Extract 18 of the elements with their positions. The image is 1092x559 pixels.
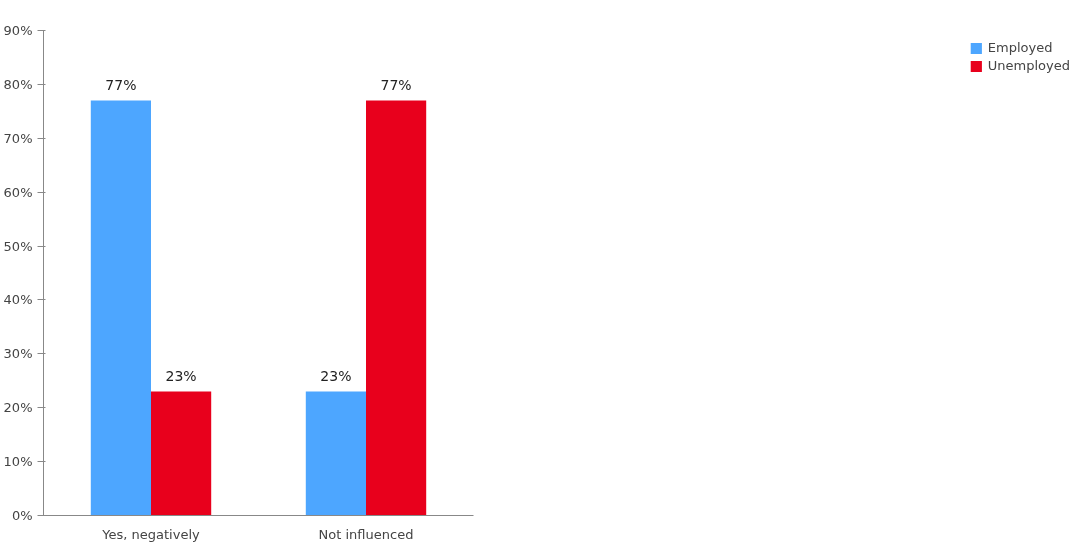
x-tick-label: Yes, negatively [101, 526, 201, 542]
x-tick-label: Not influenced [318, 526, 414, 542]
y-tick-label: 40% [3, 292, 33, 308]
y-tick-label: 0% [11, 508, 33, 523]
data-label: 77% [380, 76, 412, 93]
y-tick-label: 20% [3, 400, 33, 416]
y-tick-label: 50% [3, 238, 33, 254]
legend-label: Employed [987, 40, 1053, 55]
y-tick-label: 60% [3, 184, 33, 200]
y-tick-label: 90% [3, 23, 33, 38]
y-tick-label: 80% [3, 76, 33, 92]
legend-label: Unemployed [987, 58, 1070, 73]
data-label: 23% [320, 367, 352, 384]
data-label: 77% [105, 76, 137, 93]
y-tick-label: 30% [3, 346, 33, 362]
data-label: 23% [165, 367, 197, 384]
y-tick-label: 70% [3, 130, 33, 146]
y-tick-label: 10% [3, 454, 33, 470]
